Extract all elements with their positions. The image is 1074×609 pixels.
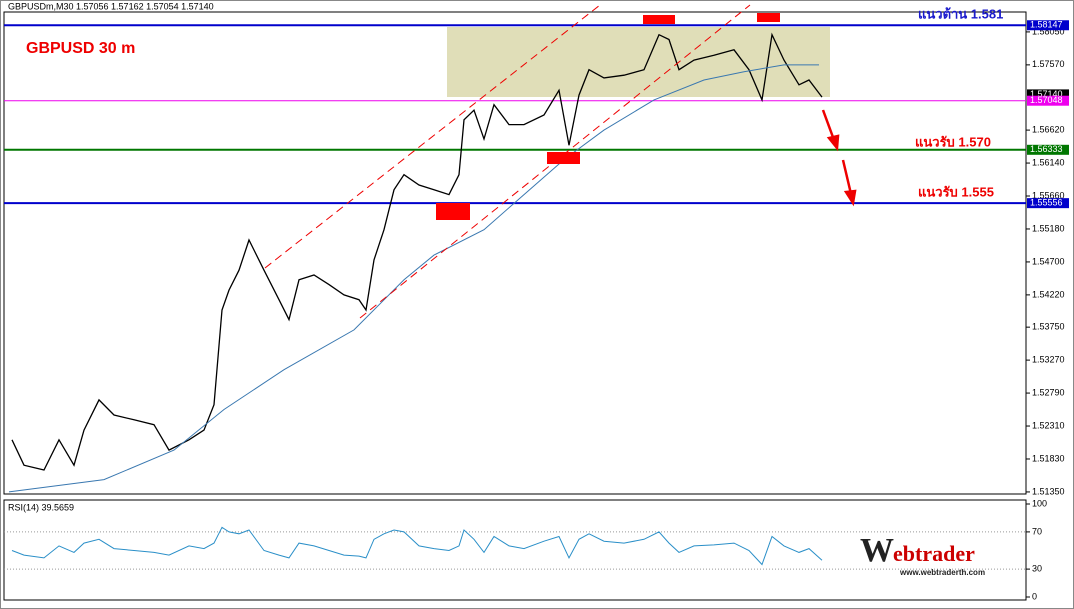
y-tick-label: 1.53750 bbox=[1032, 322, 1065, 332]
y-tick-label: 1.51830 bbox=[1032, 453, 1065, 463]
chart-title: GBPUSD 30 m bbox=[26, 40, 135, 57]
marker bbox=[436, 203, 470, 220]
marker bbox=[757, 13, 780, 22]
series-line bbox=[8, 64, 819, 493]
svg-text:W: W bbox=[860, 532, 894, 569]
annotation: แนวต้าน 1.581 bbox=[918, 6, 1003, 21]
marker bbox=[643, 15, 675, 24]
rsi-panel bbox=[3, 499, 1027, 601]
y-tick-label: 0 bbox=[1032, 591, 1037, 601]
level-label: 1.55556 bbox=[1030, 198, 1063, 208]
level-box bbox=[1027, 198, 1069, 209]
rsi-title: RSI(14) 39.5659 bbox=[8, 502, 74, 512]
level-label: 1.57140 bbox=[1030, 89, 1063, 99]
series-line bbox=[11, 32, 823, 471]
y-tick-label: 1.54220 bbox=[1032, 289, 1065, 299]
y-tick-label: 100 bbox=[1032, 498, 1047, 508]
level-box bbox=[1027, 144, 1069, 155]
y-tick-label: 1.54700 bbox=[1032, 256, 1065, 266]
y-tick-label: 1.55180 bbox=[1032, 223, 1065, 233]
y-tick-label: 1.51350 bbox=[1032, 486, 1065, 496]
range-zone bbox=[447, 27, 830, 97]
y-tick-label: 30 bbox=[1032, 563, 1042, 573]
level-box bbox=[1027, 95, 1069, 106]
marker bbox=[547, 152, 580, 164]
level-box bbox=[1027, 89, 1069, 100]
level-label: 1.57048 bbox=[1030, 95, 1063, 105]
annotation: แนวรับ 1.570 bbox=[915, 134, 991, 149]
svg-text:ebtrader: ebtrader bbox=[893, 541, 975, 566]
price-panel bbox=[3, 11, 1027, 495]
y-tick-label: 1.56620 bbox=[1032, 124, 1065, 134]
y-tick-label: 70 bbox=[1032, 526, 1042, 536]
y-tick-label: 1.52790 bbox=[1032, 387, 1065, 397]
watermark: W ebtrader www.webtraderth.com bbox=[860, 532, 985, 577]
level-label: 1.56333 bbox=[1030, 144, 1063, 154]
y-tick-label: 1.57570 bbox=[1032, 59, 1065, 69]
y-tick-label: 1.58050 bbox=[1032, 26, 1065, 36]
svg-text:www.webtraderth.com: www.webtraderth.com bbox=[899, 568, 985, 577]
y-tick-label: 1.52310 bbox=[1032, 420, 1065, 430]
level-box bbox=[1027, 20, 1069, 31]
y-tick-label: 1.53270 bbox=[1032, 354, 1065, 364]
channel-line bbox=[264, 4, 601, 269]
y-tick-label: 1.55660 bbox=[1032, 190, 1065, 200]
series-line bbox=[11, 526, 823, 566]
arrows bbox=[821, 109, 857, 207]
y-tick-label: 1.56140 bbox=[1032, 157, 1065, 167]
annotation: แนวรับ 1.555 bbox=[918, 184, 994, 199]
header: GBPUSDm,M30 1.57056 1.57162 1.57054 1.57… bbox=[8, 1, 214, 11]
level-label: 1.58147 bbox=[1030, 20, 1063, 30]
